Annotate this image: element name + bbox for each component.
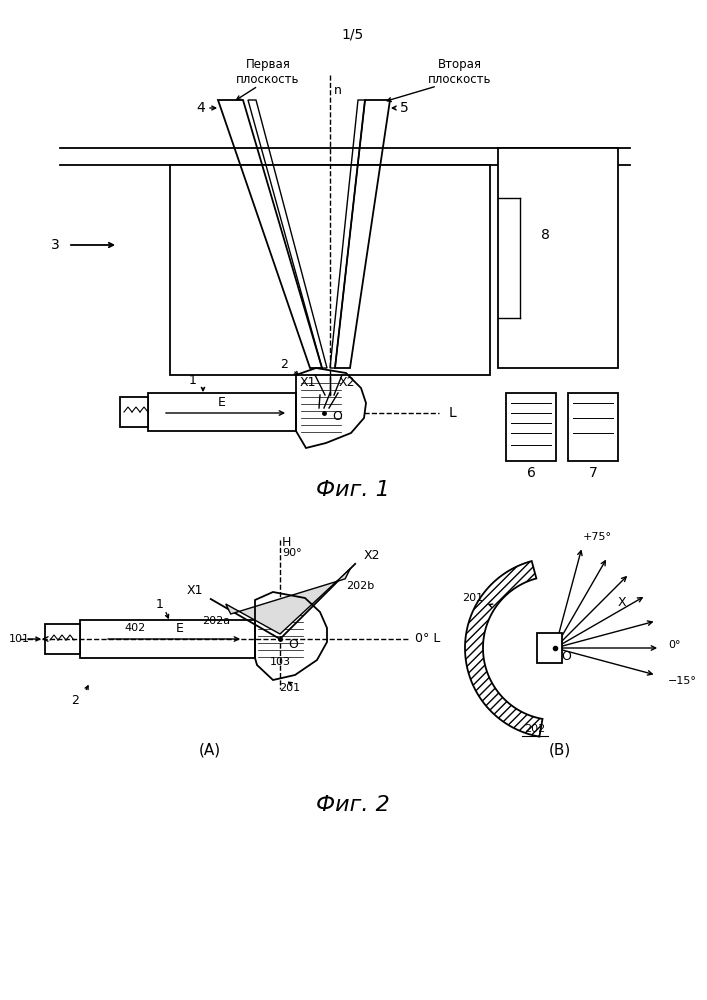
Text: 5: 5 (400, 101, 409, 115)
Text: 2: 2 (71, 694, 79, 706)
Text: 201: 201 (462, 593, 484, 603)
Text: L: L (449, 406, 457, 420)
Bar (148, 393, 296, 431)
Bar (45, 624, 80, 654)
Text: X1: X1 (300, 376, 316, 389)
Text: X2: X2 (363, 549, 380, 562)
Bar (80, 620, 255, 658)
Text: 202a: 202a (201, 616, 230, 626)
Polygon shape (465, 561, 542, 737)
Text: 8: 8 (541, 228, 549, 242)
Text: 402: 402 (124, 623, 146, 633)
Text: (A): (A) (199, 742, 221, 758)
Text: 202: 202 (525, 724, 546, 734)
Text: 1: 1 (156, 598, 164, 611)
Text: Вторая
плоскость: Вторая плоскость (428, 58, 492, 86)
Text: O: O (332, 410, 342, 422)
Text: 6: 6 (527, 466, 535, 480)
Text: 7: 7 (589, 466, 597, 480)
Text: 103: 103 (269, 657, 291, 667)
Text: E: E (218, 396, 226, 410)
Bar (498, 148, 618, 368)
Text: Фиг. 1: Фиг. 1 (316, 480, 390, 500)
Bar (506, 393, 556, 461)
Text: X: X (618, 596, 626, 609)
Bar (537, 633, 562, 663)
Text: 90°: 90° (282, 548, 302, 558)
Text: Фиг. 2: Фиг. 2 (316, 795, 390, 815)
Text: 3: 3 (51, 238, 60, 252)
Text: 202b: 202b (346, 581, 374, 591)
Text: 101: 101 (9, 634, 30, 644)
Text: X1: X1 (186, 584, 203, 597)
Text: 1/5: 1/5 (342, 28, 364, 42)
Bar (120, 397, 148, 427)
Text: 0° L: 0° L (415, 633, 440, 646)
Text: 4: 4 (197, 101, 205, 115)
Text: O: O (561, 650, 571, 662)
Text: H: H (282, 536, 291, 548)
Text: Первая
плоскость: Первая плоскость (236, 58, 300, 86)
Text: n: n (334, 84, 342, 97)
Text: −15°: −15° (668, 676, 697, 686)
Bar (568, 393, 618, 461)
Text: E: E (176, 621, 184, 635)
Text: O: O (288, 638, 298, 650)
Text: (B): (B) (549, 742, 571, 758)
Text: 1: 1 (189, 374, 197, 387)
Text: 0°: 0° (668, 640, 681, 650)
Polygon shape (226, 569, 350, 634)
Text: +75°: +75° (583, 532, 612, 542)
Text: 201: 201 (279, 683, 300, 693)
Bar (170, 165, 490, 375)
Text: 2: 2 (280, 359, 288, 371)
Text: X2: X2 (339, 376, 355, 389)
